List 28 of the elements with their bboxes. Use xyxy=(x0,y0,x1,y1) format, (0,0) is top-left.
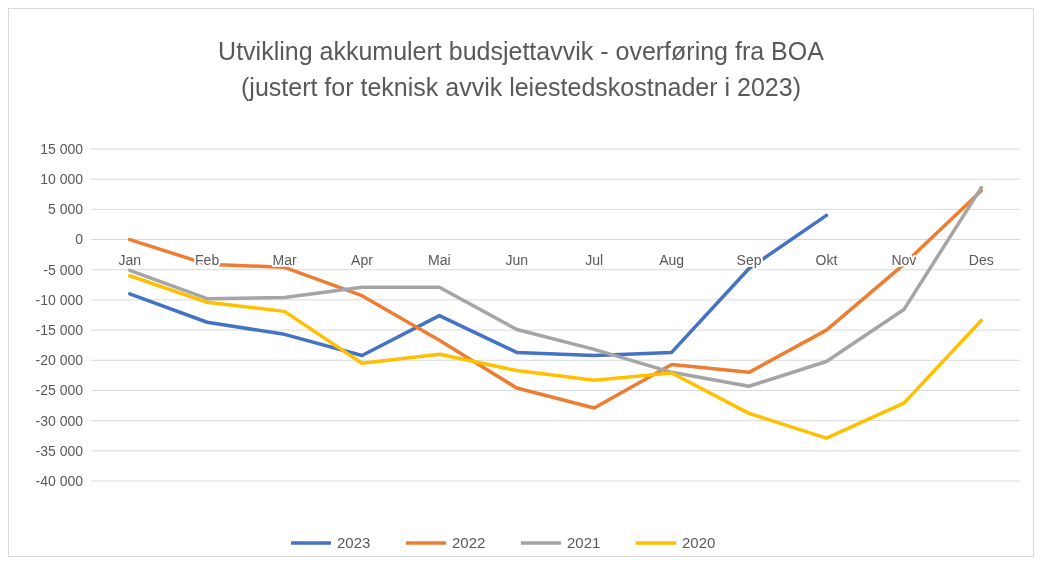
y-tick-label: 10 000 xyxy=(40,171,84,188)
y-tick-label: -25 000 xyxy=(35,382,84,399)
y-tick-label: 5 000 xyxy=(47,201,84,218)
y-tick-label: -15 000 xyxy=(35,321,84,338)
legend-label: 2023 xyxy=(337,534,371,552)
line-series xyxy=(127,274,984,440)
x-tick-label: Jul xyxy=(585,251,604,268)
x-tick-label: Mar xyxy=(272,251,297,268)
x-tick-label: Des xyxy=(968,251,994,268)
x-tick-label: Aug xyxy=(659,251,685,268)
y-tick-label: -10 000 xyxy=(35,291,84,308)
legend-label: 2022 xyxy=(452,534,486,552)
y-tick-label: 0 xyxy=(75,231,84,248)
x-tick-label: Sep xyxy=(736,251,762,268)
chart-title: Utvikling akkumulert budsjettavvik - overføring fra BOA (justert for teknisk avvik leiestedskostnader i 2023) xyxy=(218,37,825,101)
x-tick-label: Apr xyxy=(351,251,374,268)
x-tick-label: Jan xyxy=(118,251,141,268)
y-tick-label: -30 000 xyxy=(35,412,84,429)
legend-label: 2021 xyxy=(567,534,601,552)
y-tick-label: -40 000 xyxy=(35,472,84,489)
y-tick-label: -35 000 xyxy=(35,442,84,459)
y-tick-label: -5 000 xyxy=(43,261,84,278)
x-tick-label: Okt xyxy=(815,251,838,268)
x-tick-label: Jun xyxy=(505,251,529,268)
y-tick-label: 15 000 xyxy=(40,140,84,157)
legend-label: 2020 xyxy=(682,534,716,552)
x-tick-label: Mai xyxy=(428,251,451,268)
y-tick-label: -20 000 xyxy=(35,352,84,369)
